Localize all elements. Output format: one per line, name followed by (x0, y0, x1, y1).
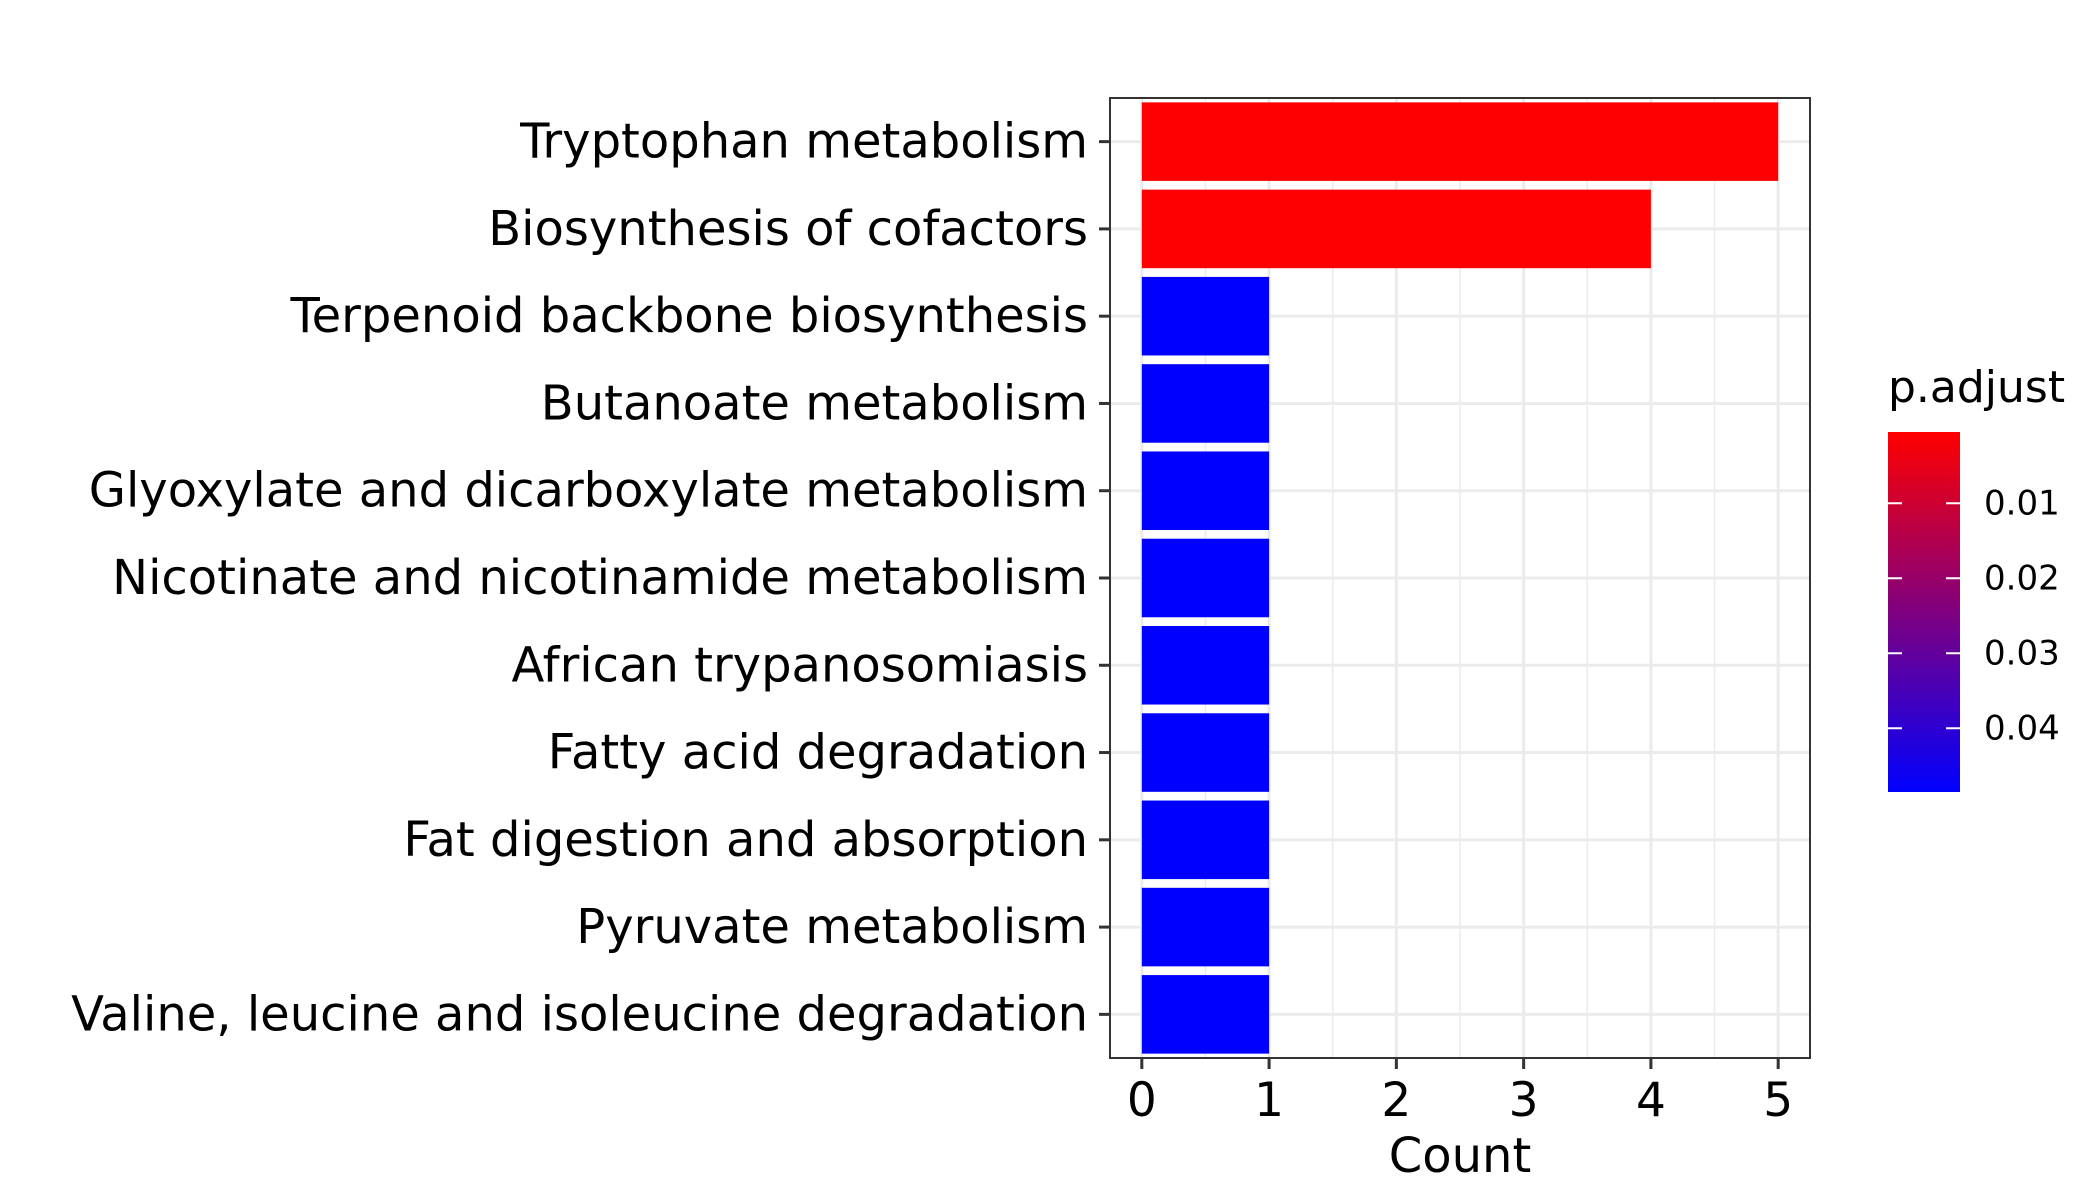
y-tick-label: Fatty acid degradation (548, 725, 1088, 781)
legend-tick-label: 0.03 (1984, 633, 2060, 673)
x-axis: 0 1 2 3 4 5 (1127, 1058, 1793, 1128)
legend-tick-label: 0.02 (1984, 558, 2060, 598)
y-tick-label: Fat digestion and absorption (403, 812, 1088, 868)
legend-colorbar (1888, 432, 1960, 792)
y-tick-label: Valine, leucine and isoleucine degradati… (71, 986, 1088, 1042)
bar (1141, 364, 1270, 443)
legend-tick-label: 0.04 (1984, 708, 2060, 748)
y-tick-label: African trypanosomiasis (512, 637, 1088, 693)
x-tick-label: 4 (1636, 1073, 1666, 1128)
bars (1141, 102, 1779, 1054)
x-tick-label: 0 (1127, 1073, 1157, 1128)
bar (1141, 975, 1270, 1054)
bar (1141, 276, 1270, 356)
y-tick-label: Glyoxylate and dicarboxylate metabolism (89, 463, 1088, 519)
x-tick-label: 1 (1254, 1073, 1284, 1128)
y-tick-label: Butanoate metabolism (541, 375, 1088, 431)
bar (1141, 102, 1779, 181)
x-axis-title: Count (1389, 1128, 1532, 1184)
bar (1141, 189, 1651, 269)
bar (1141, 538, 1270, 618)
y-tick-label: Tryptophan metabolism (519, 114, 1088, 170)
legend-tick-label: 0.01 (1984, 483, 2060, 523)
bar (1141, 626, 1270, 705)
y-tick-label: Nicotinate and nicotinamide metabolism (112, 550, 1088, 606)
y-tick-label: Biosynthesis of cofactors (488, 201, 1088, 257)
y-tick-label: Terpenoid backbone biosynthesis (289, 288, 1088, 344)
bar (1141, 800, 1270, 880)
bar (1141, 887, 1270, 967)
y-axis: Tryptophan metabolism Biosynthesis of cof… (71, 114, 1110, 1042)
bar (1141, 451, 1270, 530)
bar (1141, 713, 1270, 792)
y-tick-label: Pyruvate metabolism (576, 899, 1088, 955)
x-tick-label: 3 (1509, 1073, 1539, 1128)
legend-title: p.adjust (1888, 362, 2065, 413)
legend: p.adjust 0.01 0.02 0.03 0.04 (1888, 362, 2065, 792)
x-tick-label: 2 (1381, 1073, 1411, 1128)
x-tick-label: 5 (1763, 1073, 1793, 1128)
